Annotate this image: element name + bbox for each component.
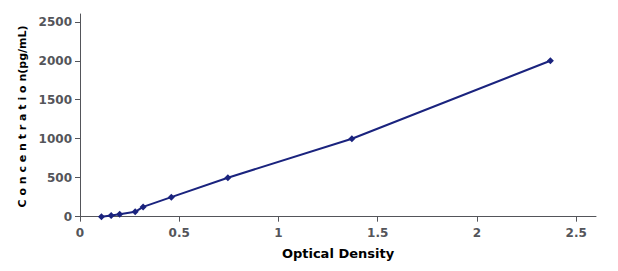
svg-text:Optical Density: Optical Density (282, 246, 395, 261)
svg-text:1000: 1000 (39, 132, 72, 146)
svg-text:1: 1 (274, 226, 282, 240)
svg-text:2500: 2500 (39, 15, 72, 29)
svg-text:2.5: 2.5 (566, 226, 587, 240)
svg-text:2000: 2000 (39, 54, 72, 68)
svg-text:500: 500 (47, 171, 72, 185)
svg-text:1.5: 1.5 (367, 226, 388, 240)
svg-text:0: 0 (64, 210, 72, 224)
svg-text:2: 2 (473, 226, 481, 240)
svg-text:0: 0 (76, 226, 84, 240)
svg-text:0.5: 0.5 (169, 226, 190, 240)
svg-text:C o n c e n t r a t i o n(pg/m: C o n c e n t r a t i o n(pg/mL) (16, 25, 29, 207)
svg-text:1500: 1500 (39, 93, 72, 107)
